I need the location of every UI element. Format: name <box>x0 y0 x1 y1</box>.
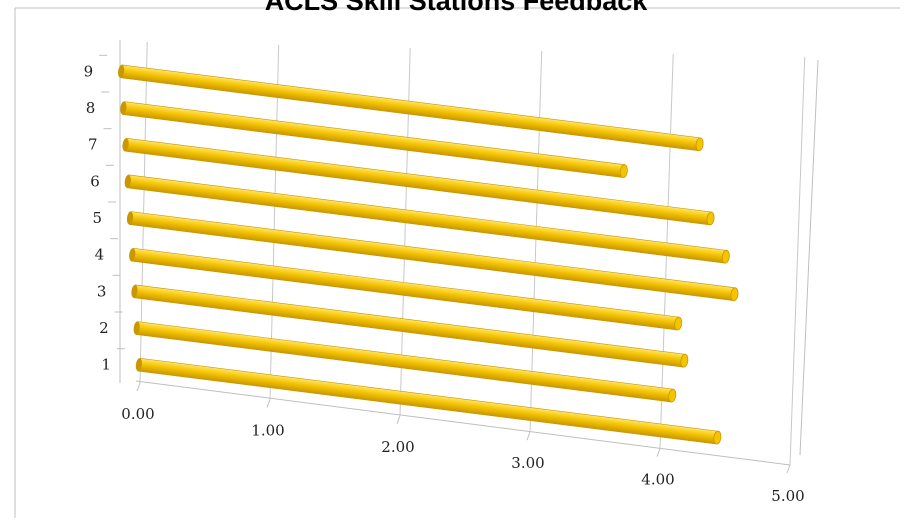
y-tick-label: 1 <box>101 356 111 374</box>
gridline-3 <box>529 50 543 433</box>
bar-base-cap <box>126 211 134 225</box>
bar-base-cap <box>118 64 125 78</box>
bar-7 <box>122 137 715 226</box>
x-tick-mark <box>786 464 791 474</box>
bar-base-cap <box>135 358 142 372</box>
y-tick-label: 7 <box>88 136 98 154</box>
bar-1 <box>135 357 722 445</box>
y-tick-label: 4 <box>95 246 105 264</box>
bar-end-cap <box>730 287 739 302</box>
x-axis-line <box>135 380 791 466</box>
x-tick-label: 5.00 <box>771 487 804 505</box>
bar-body <box>133 284 686 368</box>
y-tick-label: 8 <box>86 99 96 117</box>
plot-walls <box>119 40 819 456</box>
x-tick-label: 4.00 <box>641 471 674 489</box>
bar-base-cap <box>120 101 127 115</box>
bar-9 <box>118 64 704 152</box>
x-tick-labels: 0.00 1.00 2.00 3.00 4.00 5.00 <box>121 382 805 505</box>
bar-base-cap <box>133 321 140 335</box>
bar-end-cap <box>674 316 683 331</box>
bar-base-cap <box>131 284 138 298</box>
x-tick-mark <box>266 399 271 408</box>
chart-frame <box>14 7 900 518</box>
bar-end-cap <box>706 211 715 226</box>
x-tick-mark <box>136 382 141 392</box>
bar-3 <box>131 284 689 368</box>
y-tick-label: 9 <box>84 62 94 80</box>
bar-2 <box>133 321 677 403</box>
x-tick-label: 2.00 <box>381 438 414 456</box>
x-tick-label: 1.00 <box>251 421 284 439</box>
x-tick-label: 3.00 <box>511 454 544 472</box>
bar-end-cap <box>721 249 730 264</box>
bar-body <box>122 101 625 178</box>
bar-end-cap <box>668 388 677 403</box>
y-tick-label: 5 <box>92 209 102 227</box>
bar-base-cap <box>129 248 136 262</box>
bar-8 <box>120 101 628 179</box>
y-tick-label: 3 <box>97 282 107 300</box>
bar-base-cap <box>122 138 129 152</box>
gridline-5 <box>789 56 806 466</box>
y-tick-label: 2 <box>99 319 109 337</box>
chart-title: ACLS Skill Stations Feedback <box>264 0 648 16</box>
bar-end-cap <box>695 137 704 152</box>
x-tick-label: 0.00 <box>121 405 154 423</box>
bar-base-cap <box>124 174 131 188</box>
bar-body <box>131 247 680 331</box>
bar-end-cap <box>713 430 722 445</box>
x-tick-mark <box>656 448 661 457</box>
bar-end-cap <box>680 353 689 368</box>
x-tick-mark <box>526 432 531 441</box>
x-tick-mark <box>396 415 401 424</box>
bar-4 <box>129 247 683 331</box>
y-tick-labels: 1 2 3 4 5 6 7 8 9 <box>84 54 125 374</box>
bar-body <box>135 321 674 403</box>
bars <box>118 64 739 445</box>
bar-6 <box>124 174 730 264</box>
y-tick-label: 6 <box>90 172 100 190</box>
bar-5 <box>126 211 739 302</box>
bar-end-cap <box>619 164 628 179</box>
